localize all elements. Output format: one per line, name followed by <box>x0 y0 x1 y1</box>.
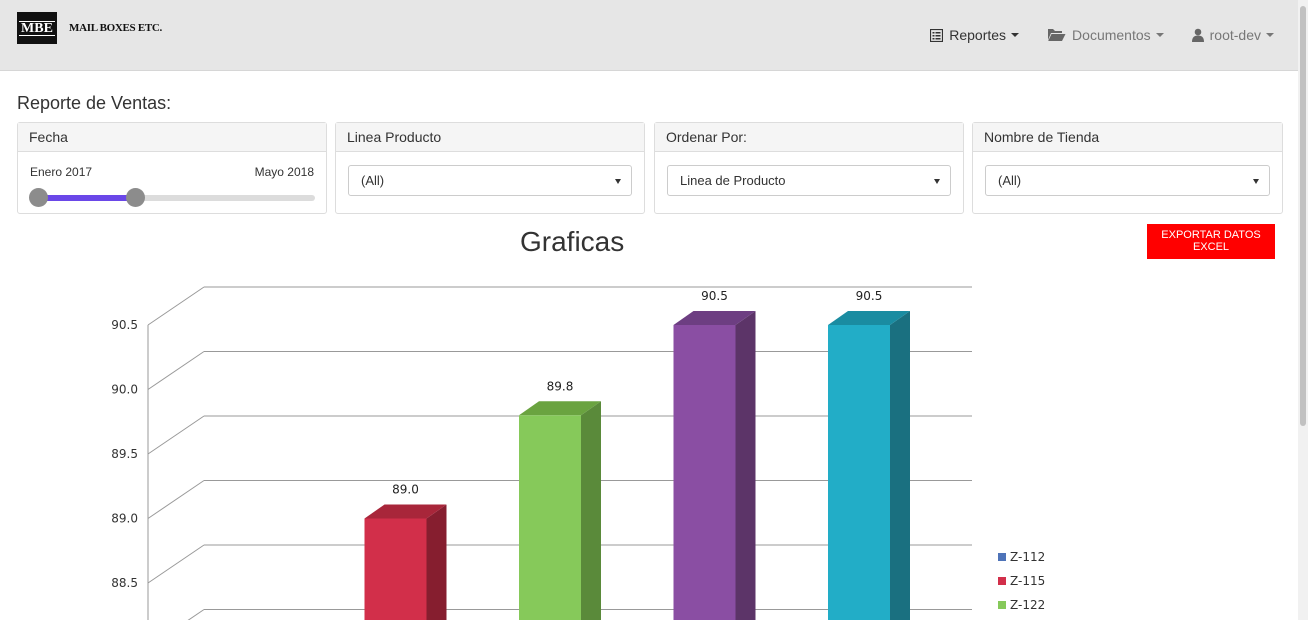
export-button-line1: EXPORTAR DATOS <box>1161 229 1261 241</box>
select-arrow-icon <box>615 179 621 184</box>
legend-swatch <box>998 553 1006 561</box>
data-label: 89.8 <box>547 379 574 393</box>
logo-mark-text: MBE <box>19 20 55 36</box>
legend-label: Z-112 <box>1010 550 1046 564</box>
slider-handle-end[interactable] <box>126 188 145 207</box>
grid-diagonal <box>147 480 205 519</box>
export-excel-button[interactable]: EXPORTAR DATOS EXCEL <box>1147 224 1275 259</box>
bar-top-Z-124 <box>828 311 910 325</box>
fecha-panel-heading: Fecha <box>18 123 326 152</box>
grid-diagonal <box>147 544 205 584</box>
brand-logo[interactable]: MBE MAIL BOXES ETC. <box>17 12 162 44</box>
ordenar-por-select[interactable]: Linea de Producto <box>667 165 951 196</box>
bar-side-Z-122 <box>581 401 601 620</box>
nav-user-dropdown[interactable]: root-dev <box>1191 27 1274 43</box>
linea-producto-panel-heading: Linea Producto <box>336 123 644 152</box>
bar-Z-123 <box>673 325 736 620</box>
y-tick-label: 89.0 <box>111 512 138 526</box>
bar-Z-122 <box>519 415 581 620</box>
nav-reportes-label: Reportes <box>949 27 1007 43</box>
nav-menu: Reportes Documentos root-dev <box>902 0 1298 70</box>
chart-title: Graficas <box>520 226 625 257</box>
chevron-down-icon <box>1011 33 1020 37</box>
page-scrollbar[interactable] <box>1298 0 1308 620</box>
fecha-filter-panel: Fecha Enero 2017 Mayo 2018 <box>17 122 327 214</box>
linea-producto-filter-panel: Linea Producto (All) <box>335 122 645 214</box>
data-label: 89.0 <box>392 483 419 497</box>
y-tick-label: 88.5 <box>111 576 138 590</box>
y-tick-label: 90.5 <box>111 318 138 332</box>
sales-bar-chart: 88.589.089.590.090.587.989.089.890.590.5 <box>111 286 972 620</box>
data-label: 90.5 <box>856 289 883 303</box>
linea-producto-selected-value: (All) <box>361 173 385 188</box>
nav-documentos-label: Documentos <box>1072 27 1151 43</box>
scrollbar-thumb[interactable] <box>1300 6 1306 426</box>
bar-top-Z-115 <box>364 504 447 519</box>
legend-item[interactable]: Z-115 <box>998 569 1045 593</box>
range-end-label: Mayo 2018 <box>254 165 314 179</box>
bar-side-Z-115 <box>426 504 447 620</box>
grid-diagonal <box>187 609 205 620</box>
bar-top-Z-123 <box>673 311 756 325</box>
date-range-slider-track[interactable] <box>38 195 315 201</box>
brand-name: MAIL BOXES ETC. <box>69 22 162 34</box>
nav-reportes-dropdown[interactable]: Reportes <box>930 27 1020 43</box>
chevron-down-icon <box>1266 33 1274 37</box>
nav-user-label: root-dev <box>1209 27 1261 43</box>
select-arrow-icon <box>1253 179 1259 184</box>
legend-label: Z-115 <box>1010 574 1046 588</box>
page-title: Reporte de Ventas: <box>17 93 172 113</box>
linea-producto-select[interactable]: (All) <box>348 165 632 196</box>
date-range-slider-fill <box>38 195 135 201</box>
chevron-down-icon <box>1155 33 1164 37</box>
user-icon <box>1191 28 1204 42</box>
y-tick-label: 90.0 <box>111 383 138 397</box>
nav-documentos-dropdown[interactable]: Documentos <box>1047 27 1164 43</box>
list-icon <box>930 28 944 42</box>
bar-top-Z-122 <box>519 401 601 416</box>
nombre-tienda-select[interactable]: (All) <box>985 165 1270 196</box>
date-range-labels: Enero 2017 Mayo 2018 <box>30 165 314 179</box>
export-button-line2: EXCEL <box>1192 241 1230 253</box>
data-label: 90.5 <box>701 289 728 303</box>
ordenar-por-selected-value: Linea de Producto <box>680 173 786 188</box>
bar-side-Z-124 <box>890 311 910 620</box>
bar-Z-115 <box>364 518 427 620</box>
grid-diagonal <box>147 415 205 455</box>
nombre-tienda-panel-heading: Nombre de Tienda <box>973 123 1282 152</box>
top-navbar: MBE MAIL BOXES ETC. Reportes Documentos <box>0 0 1298 71</box>
folder-open-icon <box>1048 29 1066 41</box>
legend-label: Z-122 <box>1010 598 1046 612</box>
bar-side-Z-123 <box>735 311 756 620</box>
range-start-label: Enero 2017 <box>30 165 93 179</box>
legend-swatch <box>998 577 1006 585</box>
ordenar-por-panel-heading: Ordenar Por: <box>655 123 963 152</box>
y-tick-label: 89.5 <box>111 447 138 461</box>
legend-swatch <box>998 601 1006 609</box>
chart-legend: Z-112 Z-115 Z-122 <box>998 545 1045 617</box>
bar-Z-124 <box>828 325 890 620</box>
ordenar-por-filter-panel: Ordenar Por: Linea de Producto <box>654 122 964 214</box>
mbe-logo-mark: MBE <box>17 12 57 44</box>
nombre-tienda-filter-panel: Nombre de Tienda (All) <box>972 122 1283 214</box>
legend-item[interactable]: Z-112 <box>998 545 1045 569</box>
grid-diagonal <box>147 351 205 390</box>
select-arrow-icon <box>934 179 940 184</box>
nombre-tienda-selected-value: (All) <box>998 173 1022 188</box>
slider-handle-start[interactable] <box>29 188 48 207</box>
grid-diagonal <box>147 286 205 326</box>
legend-item[interactable]: Z-122 <box>998 593 1045 617</box>
